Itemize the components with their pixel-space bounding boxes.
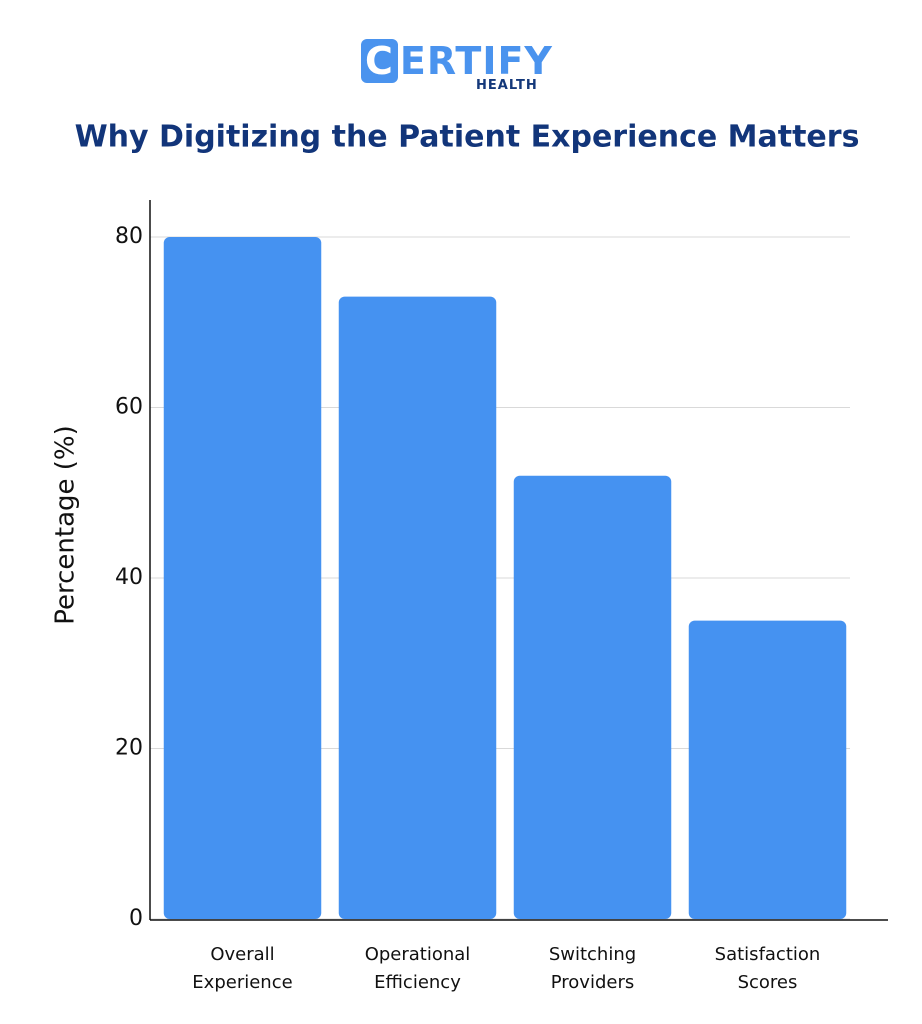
x-tick-label: Satisfaction Scores [714,944,821,993]
logo-sub: HEALTH [476,78,538,93]
y-tick-label: 80 [115,224,143,249]
bar [513,475,672,919]
x-tick-label: Switching Providers [548,944,637,993]
bar [163,237,322,919]
logo-name: CERTIFY [365,39,553,83]
y-tick-label: 20 [115,736,143,761]
bar [688,620,847,919]
y-tick-label: 60 [115,395,143,420]
bar [338,296,497,919]
chart-title: Why Digitizing the Patient Experience Ma… [75,120,860,155]
y-tick-label: 40 [115,565,143,590]
y-tick-label: 0 [129,906,143,931]
x-tick-label: Overall Experience [192,944,293,993]
x-tick-label: Operational Efficiency [364,944,471,993]
logo: CERTIFY HEALTH [361,39,561,93]
y-axis-label: Percentage (%) [51,425,81,625]
